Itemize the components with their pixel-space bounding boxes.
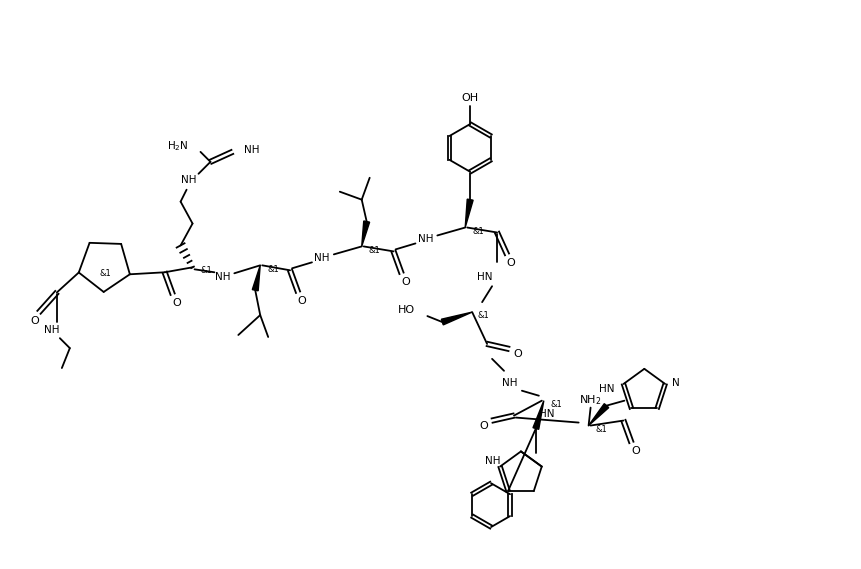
Text: NH: NH — [244, 145, 259, 155]
Text: O: O — [31, 316, 40, 326]
Text: O: O — [400, 277, 409, 287]
Text: &1: &1 — [472, 227, 483, 236]
Text: HN: HN — [476, 273, 492, 282]
Text: HN: HN — [538, 409, 554, 419]
Polygon shape — [532, 401, 543, 430]
Text: &1: &1 — [369, 246, 380, 255]
Text: O: O — [630, 447, 639, 456]
Text: NH: NH — [502, 378, 517, 387]
Text: NH: NH — [313, 253, 329, 263]
Text: &1: &1 — [100, 269, 111, 278]
Polygon shape — [465, 199, 473, 228]
Text: &1: &1 — [550, 400, 562, 409]
Polygon shape — [252, 265, 260, 291]
Text: HN: HN — [598, 384, 614, 394]
Text: &1: &1 — [595, 425, 607, 434]
Text: &1: &1 — [267, 265, 279, 274]
Text: NH: NH — [485, 456, 500, 467]
Text: N: N — [672, 378, 679, 387]
Text: NH: NH — [214, 273, 230, 282]
Text: H$_2$N: H$_2$N — [167, 139, 189, 153]
Text: O: O — [297, 296, 306, 306]
Text: NH$_2$: NH$_2$ — [579, 393, 601, 407]
Text: &1: &1 — [201, 266, 212, 275]
Text: OH: OH — [461, 93, 478, 103]
Text: NH: NH — [44, 325, 59, 335]
Text: O: O — [513, 349, 522, 359]
Text: &1: &1 — [477, 311, 488, 320]
Text: O: O — [480, 420, 488, 431]
Text: O: O — [506, 258, 515, 269]
Text: O: O — [172, 298, 181, 308]
Text: HO: HO — [398, 305, 415, 315]
Text: NH: NH — [418, 234, 432, 245]
Text: NH: NH — [181, 175, 196, 185]
Polygon shape — [362, 221, 369, 246]
Polygon shape — [441, 312, 472, 325]
Polygon shape — [588, 403, 608, 426]
